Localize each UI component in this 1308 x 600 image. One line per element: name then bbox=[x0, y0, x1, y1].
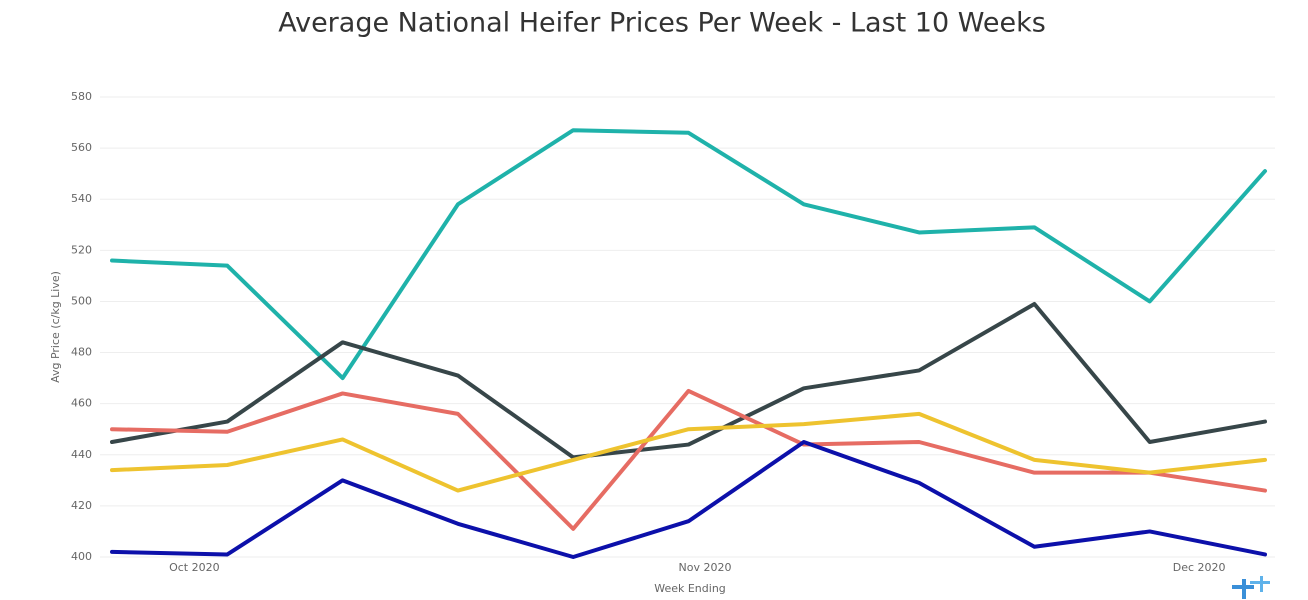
series-line bbox=[110, 411, 1267, 493]
x-tick-label: Nov 2020 bbox=[679, 561, 732, 574]
y-tick-label: 580 bbox=[71, 90, 92, 103]
series-line bbox=[110, 388, 1267, 531]
series-line bbox=[110, 128, 1267, 381]
chart-title: Average National Heifer Prices Per Week … bbox=[278, 8, 1046, 39]
series-line bbox=[110, 302, 1267, 460]
y-tick-label: 440 bbox=[71, 448, 92, 461]
grid bbox=[100, 96, 1275, 558]
y-tick-label: 560 bbox=[71, 141, 92, 154]
y-tick-label: 520 bbox=[71, 243, 92, 256]
x-tick-label: Dec 2020 bbox=[1173, 561, 1226, 574]
x-axis-label: Week Ending bbox=[654, 582, 726, 595]
y-tick-label: 540 bbox=[71, 192, 92, 205]
x-tick-label: Oct 2020 bbox=[169, 561, 220, 574]
y-tick-label: 500 bbox=[71, 294, 92, 307]
y-tick-label: 480 bbox=[71, 346, 92, 359]
y-tick-label: 420 bbox=[71, 499, 92, 512]
y-tick-label: 400 bbox=[71, 550, 92, 563]
series-line bbox=[110, 440, 1267, 559]
y-axis-label: Avg Price (c/kg Live) bbox=[49, 271, 62, 383]
y-tick-label: 460 bbox=[71, 397, 92, 410]
logo bbox=[1232, 576, 1270, 599]
